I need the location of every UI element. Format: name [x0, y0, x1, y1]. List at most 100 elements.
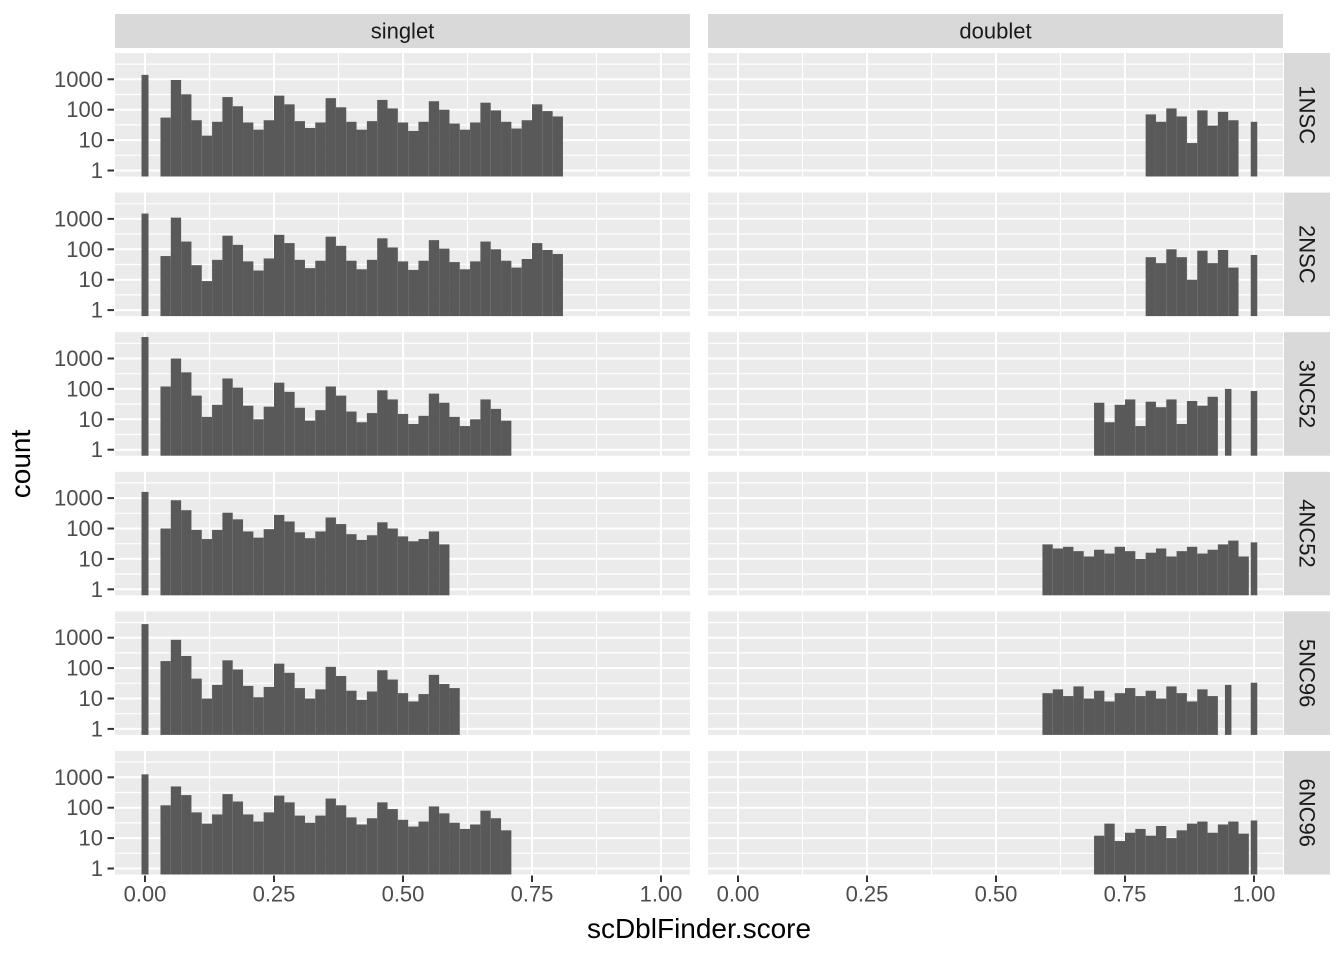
- histogram-bars-doublet-4NC52: [1042, 540, 1258, 596]
- panel-doublet-5NC96: [708, 611, 1283, 735]
- histogram-bar: [243, 261, 254, 317]
- histogram-bar: [212, 814, 223, 875]
- histogram-bar: [222, 97, 233, 177]
- histogram-bar: [263, 812, 274, 875]
- histogram-bar: [1155, 121, 1167, 177]
- histogram-bar: [449, 688, 460, 735]
- histogram-bar: [1155, 407, 1167, 456]
- histogram-bar: [346, 817, 357, 875]
- histogram-bar: [552, 254, 563, 317]
- histogram-bar: [552, 116, 563, 177]
- y-tick-label: 1000: [54, 67, 103, 92]
- histogram-bar: [1125, 551, 1136, 596]
- histogram-bar: [1063, 696, 1074, 735]
- column-strip-label: doublet: [959, 19, 1031, 44]
- histogram-bar: [304, 538, 316, 596]
- histogram-bar: [1228, 120, 1239, 177]
- histogram-bar: [1197, 553, 1208, 596]
- histogram-bar: [294, 259, 305, 317]
- histogram-bar: [263, 258, 274, 317]
- histogram-bar: [335, 805, 347, 875]
- histogram-bar: [253, 821, 264, 875]
- x-tick-label: 0.25: [253, 882, 296, 907]
- histogram-bar: [366, 818, 378, 875]
- histogram-bar: [1125, 832, 1136, 875]
- histogram-bar: [181, 94, 192, 177]
- facet-strip-1NSC: 1NSC: [1284, 53, 1330, 177]
- histogram-bar: [315, 410, 326, 456]
- row-strip-label: 2NSC: [1295, 225, 1320, 284]
- y-tick-label: 100: [66, 237, 103, 262]
- histogram-bar: [201, 698, 213, 735]
- histogram-bar: [387, 528, 398, 596]
- histogram-bar: [263, 686, 274, 735]
- histogram-bar: [1176, 830, 1187, 875]
- histogram-bar: [428, 393, 440, 456]
- histogram-bar: [160, 386, 171, 456]
- histogram-bar: [325, 98, 336, 177]
- histogram-bar: [284, 243, 295, 317]
- y-tick-label: 1000: [54, 346, 103, 371]
- histogram-bar: [212, 404, 223, 456]
- histogram-bar: [1207, 832, 1218, 875]
- histogram-bar: [1104, 553, 1115, 596]
- histogram-bar: [325, 386, 336, 456]
- histogram-bar: [470, 122, 481, 177]
- histogram-bar: [408, 826, 419, 875]
- histogram-bar: [141, 336, 149, 456]
- histogram-bar: [1217, 249, 1229, 317]
- histogram-bar: [1042, 544, 1053, 596]
- histogram-bars-singlet-5NC96: [141, 624, 460, 735]
- histogram-bar: [304, 268, 316, 317]
- histogram-bar: [501, 420, 512, 456]
- histogram-bar: [243, 685, 254, 735]
- histogram-bar: [232, 244, 244, 317]
- panel-doublet-6NC96: [708, 751, 1283, 875]
- histogram-bar: [160, 256, 171, 317]
- histogram-bar: [335, 245, 347, 317]
- histogram-bar: [274, 795, 285, 875]
- histogram-bar: [532, 243, 543, 317]
- column-strip-label: singlet: [371, 19, 435, 44]
- histogram-bar: [1094, 690, 1105, 735]
- histogram-bar: [284, 521, 295, 596]
- histogram-bar: [470, 824, 481, 875]
- histogram-bar: [325, 236, 336, 317]
- histogram-bar: [377, 390, 388, 456]
- strip-background: [1284, 611, 1330, 735]
- x-tick-label: 0.50: [382, 882, 425, 907]
- strip-background: [1284, 751, 1330, 875]
- histogram-bar: [315, 260, 326, 317]
- histogram-bar: [1166, 108, 1177, 177]
- histogram-bar: [253, 697, 264, 735]
- histogram-bar: [274, 234, 285, 317]
- histogram-bar: [1186, 701, 1198, 735]
- histogram-bar: [387, 809, 398, 875]
- histogram-bar: [1145, 690, 1156, 735]
- y-axis-title: count: [5, 430, 36, 499]
- histogram-bar: [1114, 404, 1125, 456]
- histogram-bar: [1176, 257, 1187, 317]
- histogram-bar: [1250, 254, 1258, 317]
- histogram-bar: [284, 802, 295, 875]
- histogram-bar: [439, 544, 450, 596]
- x-tick-label: 0.75: [511, 882, 554, 907]
- histogram-bar: [274, 382, 285, 456]
- histogram-bar: [294, 121, 305, 177]
- histogram-bar: [387, 108, 398, 177]
- row-strip-label: 3NC52: [1295, 360, 1320, 428]
- histogram-bar: [274, 95, 285, 177]
- histogram-bar: [1166, 556, 1177, 596]
- histogram-bar: [449, 822, 460, 875]
- histogram-bar: [181, 372, 192, 456]
- histogram-bar: [387, 399, 398, 456]
- facet-strip-3NC52: 3NC52: [1284, 332, 1330, 456]
- histogram-bar: [160, 528, 171, 596]
- histogram-bar: [1073, 551, 1084, 596]
- axes-layer: 0.00 0.25 0.50 0.75 1.00 0.00 0.25 0.50 0.75 1.00…: [54, 67, 1275, 907]
- y-tick-label: 100: [66, 376, 103, 401]
- histogram-bar: [501, 121, 512, 177]
- y-tick-label: 1: [91, 437, 103, 462]
- histogram-bar: [377, 99, 388, 177]
